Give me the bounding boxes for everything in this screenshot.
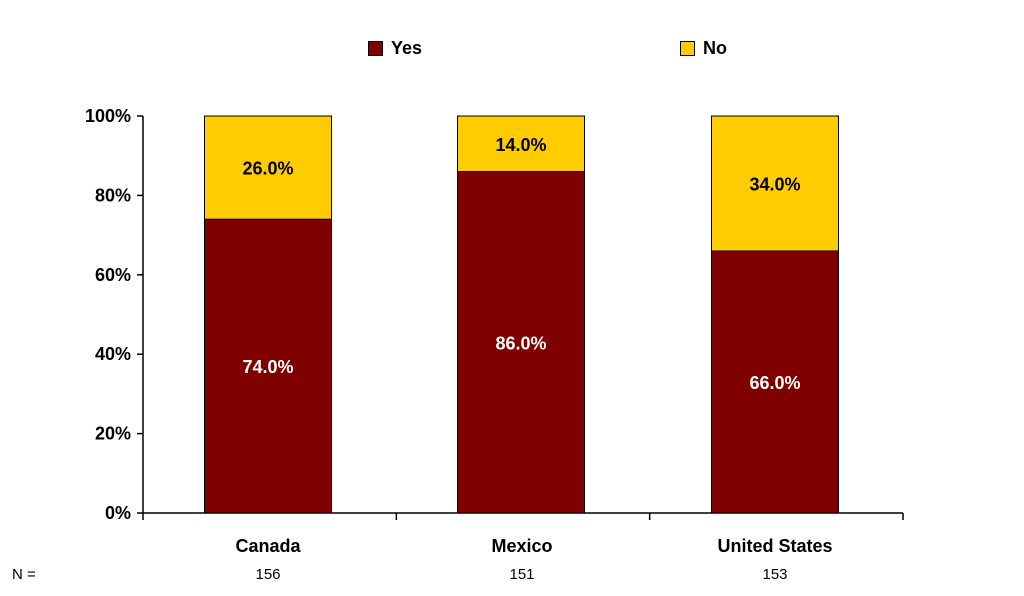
y-tick-label: 0% — [105, 503, 131, 523]
data-label: 26.0% — [242, 159, 293, 179]
category-label-united-states: United States — [717, 536, 833, 556]
bar-segment-no — [204, 115, 332, 220]
y-tick-label: 80% — [95, 185, 131, 205]
category-label-mexico: Mexico — [491, 536, 553, 556]
y-tick-label: 60% — [95, 265, 131, 285]
legend-swatch-yes — [368, 41, 383, 56]
data-label: 86.0% — [495, 333, 546, 353]
legend-swatch-no — [680, 41, 695, 56]
n-value-canada: 156 — [255, 566, 281, 583]
n-value-mexico: 151 — [509, 566, 535, 583]
legend-item-no: No — [680, 38, 727, 59]
legend-label-yes: Yes — [391, 38, 423, 58]
bar-segment-no — [457, 115, 585, 173]
data-label: 14.0% — [495, 135, 546, 155]
bar-segment-yes — [204, 218, 332, 514]
y-tick-label: 20% — [95, 424, 131, 444]
legend-label-no: No — [703, 38, 727, 58]
bar-segment-yes — [457, 171, 585, 514]
bar-segment-yes — [711, 250, 839, 514]
legend-item-yes: Yes — [368, 38, 422, 59]
category-label-canada: Canada — [235, 536, 301, 556]
y-tick-label: 40% — [95, 344, 131, 364]
data-label: 34.0% — [749, 174, 800, 194]
n-row-label: N = — [12, 566, 36, 583]
data-label: 74.0% — [242, 357, 293, 377]
bar-segment-no — [711, 115, 839, 252]
y-tick-label: 100% — [85, 106, 131, 126]
n-value-united-states: 153 — [762, 566, 788, 583]
data-label: 66.0% — [749, 373, 800, 393]
